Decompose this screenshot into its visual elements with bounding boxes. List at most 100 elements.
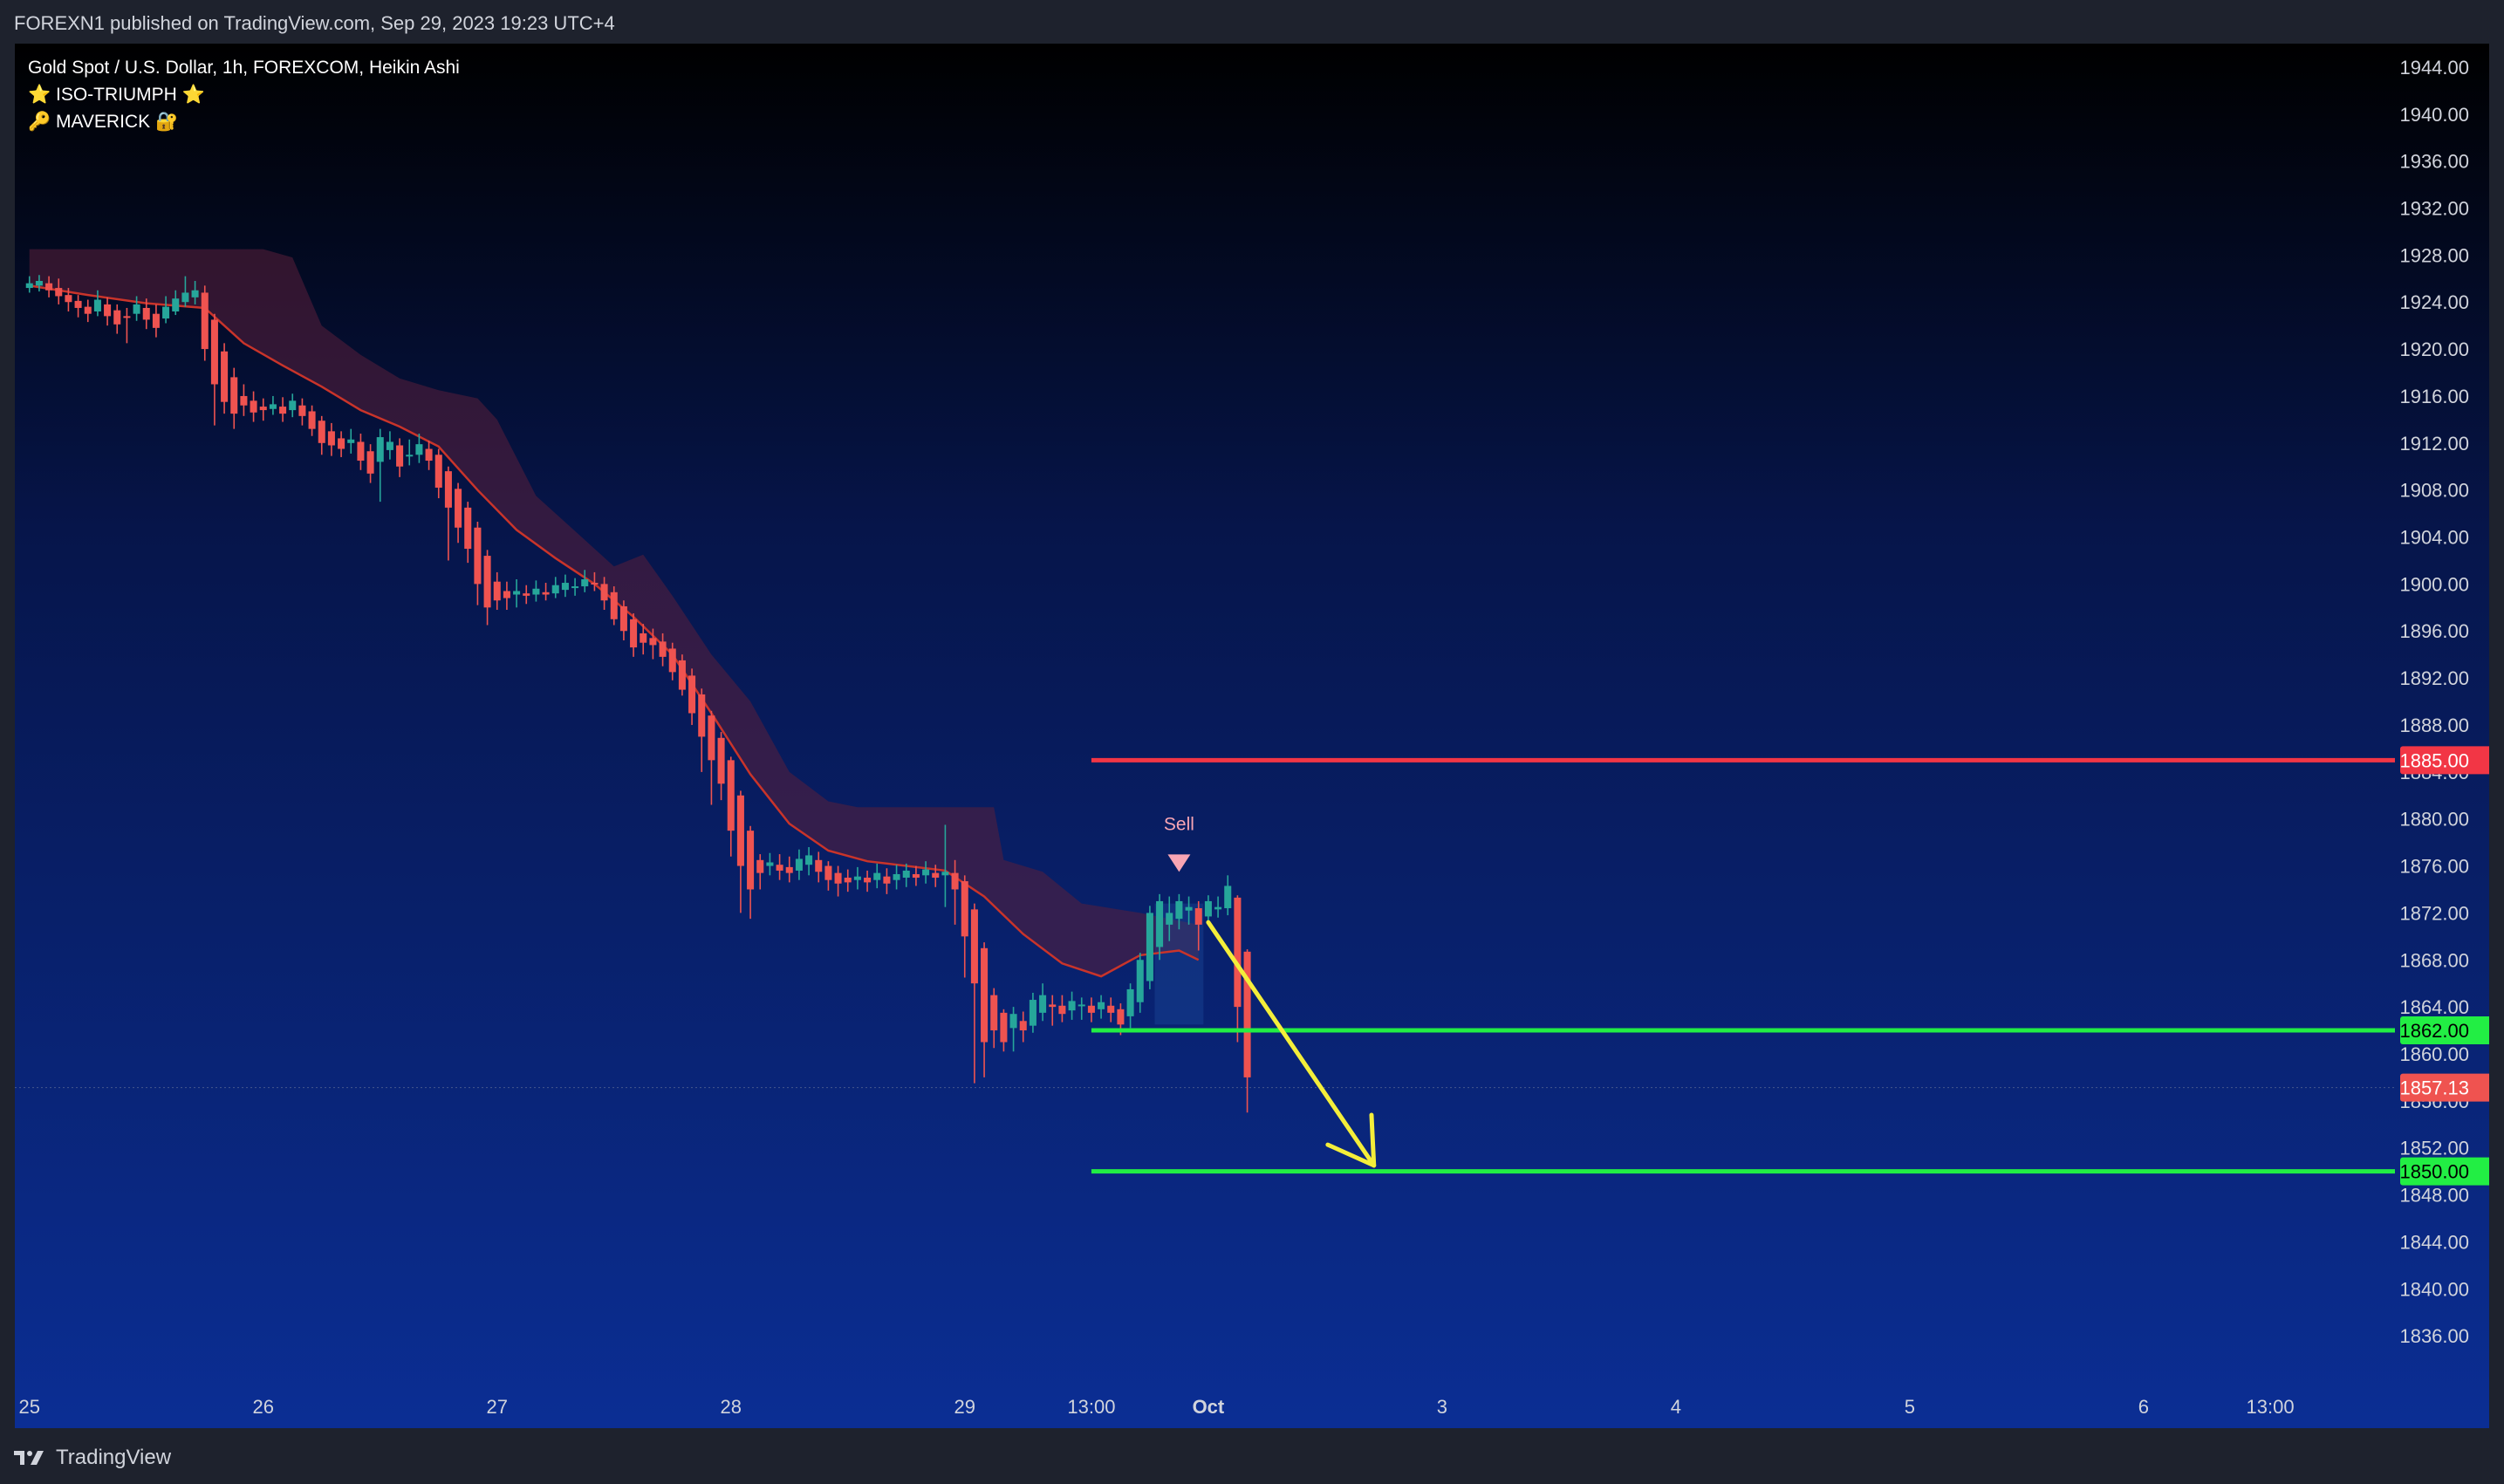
tradingview-brand[interactable]: TradingView — [14, 1446, 171, 1470]
candle-bull[interactable] — [1214, 906, 1222, 910]
candle-bull[interactable] — [1224, 886, 1232, 909]
candle-bear[interactable] — [74, 300, 82, 308]
candle-bear[interactable] — [444, 471, 452, 508]
candle-bull[interactable] — [172, 298, 180, 311]
candle-bull[interactable] — [1185, 906, 1193, 911]
candle-bull[interactable] — [922, 869, 930, 876]
candle-bull[interactable] — [1156, 900, 1164, 947]
candle-bear[interactable] — [600, 584, 608, 601]
candle-bull[interactable] — [551, 585, 559, 594]
candle-bear[interactable] — [649, 638, 657, 646]
candle-bull[interactable] — [1146, 913, 1153, 981]
candle-bear[interactable] — [366, 451, 374, 474]
candle-bear[interactable] — [970, 909, 978, 984]
candle-bear[interactable] — [776, 865, 783, 871]
candle-bull[interactable] — [162, 306, 170, 319]
candle-bull[interactable] — [902, 870, 910, 879]
candle-bear[interactable] — [327, 431, 335, 446]
symbol-title[interactable]: Gold Spot / U.S. Dollar, 1h, FOREXCOM, H… — [28, 58, 460, 78]
candle-bear[interactable] — [201, 292, 209, 350]
candle-bull[interactable] — [133, 304, 140, 314]
candle-bear[interactable] — [1117, 1009, 1125, 1025]
candle-bull[interactable] — [269, 404, 277, 409]
candle-bear[interactable] — [55, 288, 63, 297]
candle-bear[interactable] — [210, 319, 218, 385]
candle-bear[interactable] — [727, 760, 735, 831]
candle-bear[interactable] — [425, 448, 433, 462]
candle-bear[interactable] — [619, 605, 627, 632]
candle-bear[interactable] — [152, 313, 160, 328]
candle-bear[interactable] — [747, 831, 755, 890]
candle-bull[interactable] — [1098, 1002, 1105, 1009]
candle-bear[interactable] — [708, 715, 715, 761]
candle-bear[interactable] — [1019, 1021, 1027, 1031]
candle-bear[interactable] — [981, 947, 989, 1043]
candle-bear[interactable] — [464, 507, 472, 549]
candle-bear[interactable] — [104, 304, 112, 317]
candle-bear[interactable] — [1194, 908, 1202, 925]
candle-bull[interactable] — [347, 439, 355, 443]
candle-bear[interactable] — [357, 441, 365, 462]
candle-bull[interactable] — [1039, 995, 1047, 1013]
candle-bull[interactable] — [513, 591, 521, 595]
candle-bear[interactable] — [503, 591, 510, 598]
candle-bear[interactable] — [912, 873, 920, 879]
candle-bear[interactable] — [698, 694, 706, 737]
candle-bear[interactable] — [308, 411, 316, 429]
candle-bear[interactable] — [230, 377, 238, 414]
candle-bear[interactable] — [142, 307, 150, 320]
candle-bear[interactable] — [45, 283, 53, 291]
candle-bear[interactable] — [883, 876, 891, 884]
candle-bear[interactable] — [824, 865, 832, 880]
candle-bear[interactable] — [688, 675, 696, 714]
candle-bull[interactable] — [571, 586, 579, 589]
candle-bear[interactable] — [1234, 897, 1242, 1008]
candle-bull[interactable] — [805, 855, 813, 865]
arrow-shaft[interactable] — [1206, 920, 1377, 1168]
candle-bull[interactable] — [93, 299, 101, 311]
candle-bear[interactable] — [240, 395, 248, 406]
candle-bear[interactable] — [610, 592, 618, 619]
chart-area[interactable]: Sell 1944.00 1940.00 1936.00 1932.00 1928.00… — [15, 44, 2489, 1428]
candle-bear[interactable] — [864, 878, 872, 883]
candle-bear[interactable] — [736, 795, 744, 866]
candle-bull[interactable] — [1078, 1004, 1085, 1007]
arrow-head[interactable] — [1325, 1112, 1377, 1168]
candle-bear[interactable] — [1087, 1005, 1095, 1013]
candle-bull[interactable] — [561, 583, 569, 591]
candle-bear[interactable] — [434, 455, 442, 488]
candle-bear[interactable] — [951, 872, 959, 890]
candle-bear[interactable] — [1000, 1012, 1008, 1043]
candle-bull[interactable] — [941, 872, 949, 876]
candle-bull[interactable] — [1166, 913, 1173, 925]
candle-bull[interactable] — [191, 290, 199, 297]
candle-bull[interactable] — [1029, 1000, 1036, 1026]
candle-bear[interactable] — [815, 859, 823, 872]
candle-bear[interactable] — [259, 407, 267, 411]
candle-bull[interactable] — [581, 579, 589, 587]
candle-bear[interactable] — [250, 400, 257, 413]
candle-bear[interactable] — [455, 489, 462, 528]
candle-bear[interactable] — [961, 881, 968, 937]
candle-bear[interactable] — [65, 295, 72, 303]
candle-bull[interactable] — [1068, 1001, 1076, 1011]
candle-bull[interactable] — [1204, 900, 1212, 917]
candle-bear[interactable] — [990, 995, 998, 1031]
candle-bear[interactable] — [678, 660, 686, 690]
candle-bull[interactable] — [35, 280, 43, 286]
candle-bear[interactable] — [483, 556, 491, 608]
candle-bear[interactable] — [640, 633, 647, 643]
candle-bull[interactable] — [1136, 960, 1144, 1002]
candle-bear[interactable] — [1107, 1005, 1115, 1013]
candle-bear[interactable] — [717, 737, 725, 784]
indicator-maverick[interactable]: 🔑 MAVERICK 🔐 — [28, 112, 179, 132]
candle-bear[interactable] — [756, 859, 764, 873]
candle-bear[interactable] — [396, 445, 404, 467]
sell-triangle-icon[interactable] — [1167, 854, 1191, 872]
candle-bear[interactable] — [84, 306, 92, 314]
candle-bear[interactable] — [932, 872, 940, 879]
candle-bull[interactable] — [1175, 900, 1183, 920]
candle-bear[interactable] — [542, 592, 550, 595]
candle-bull[interactable] — [25, 283, 33, 289]
candle-bull[interactable] — [766, 862, 774, 866]
